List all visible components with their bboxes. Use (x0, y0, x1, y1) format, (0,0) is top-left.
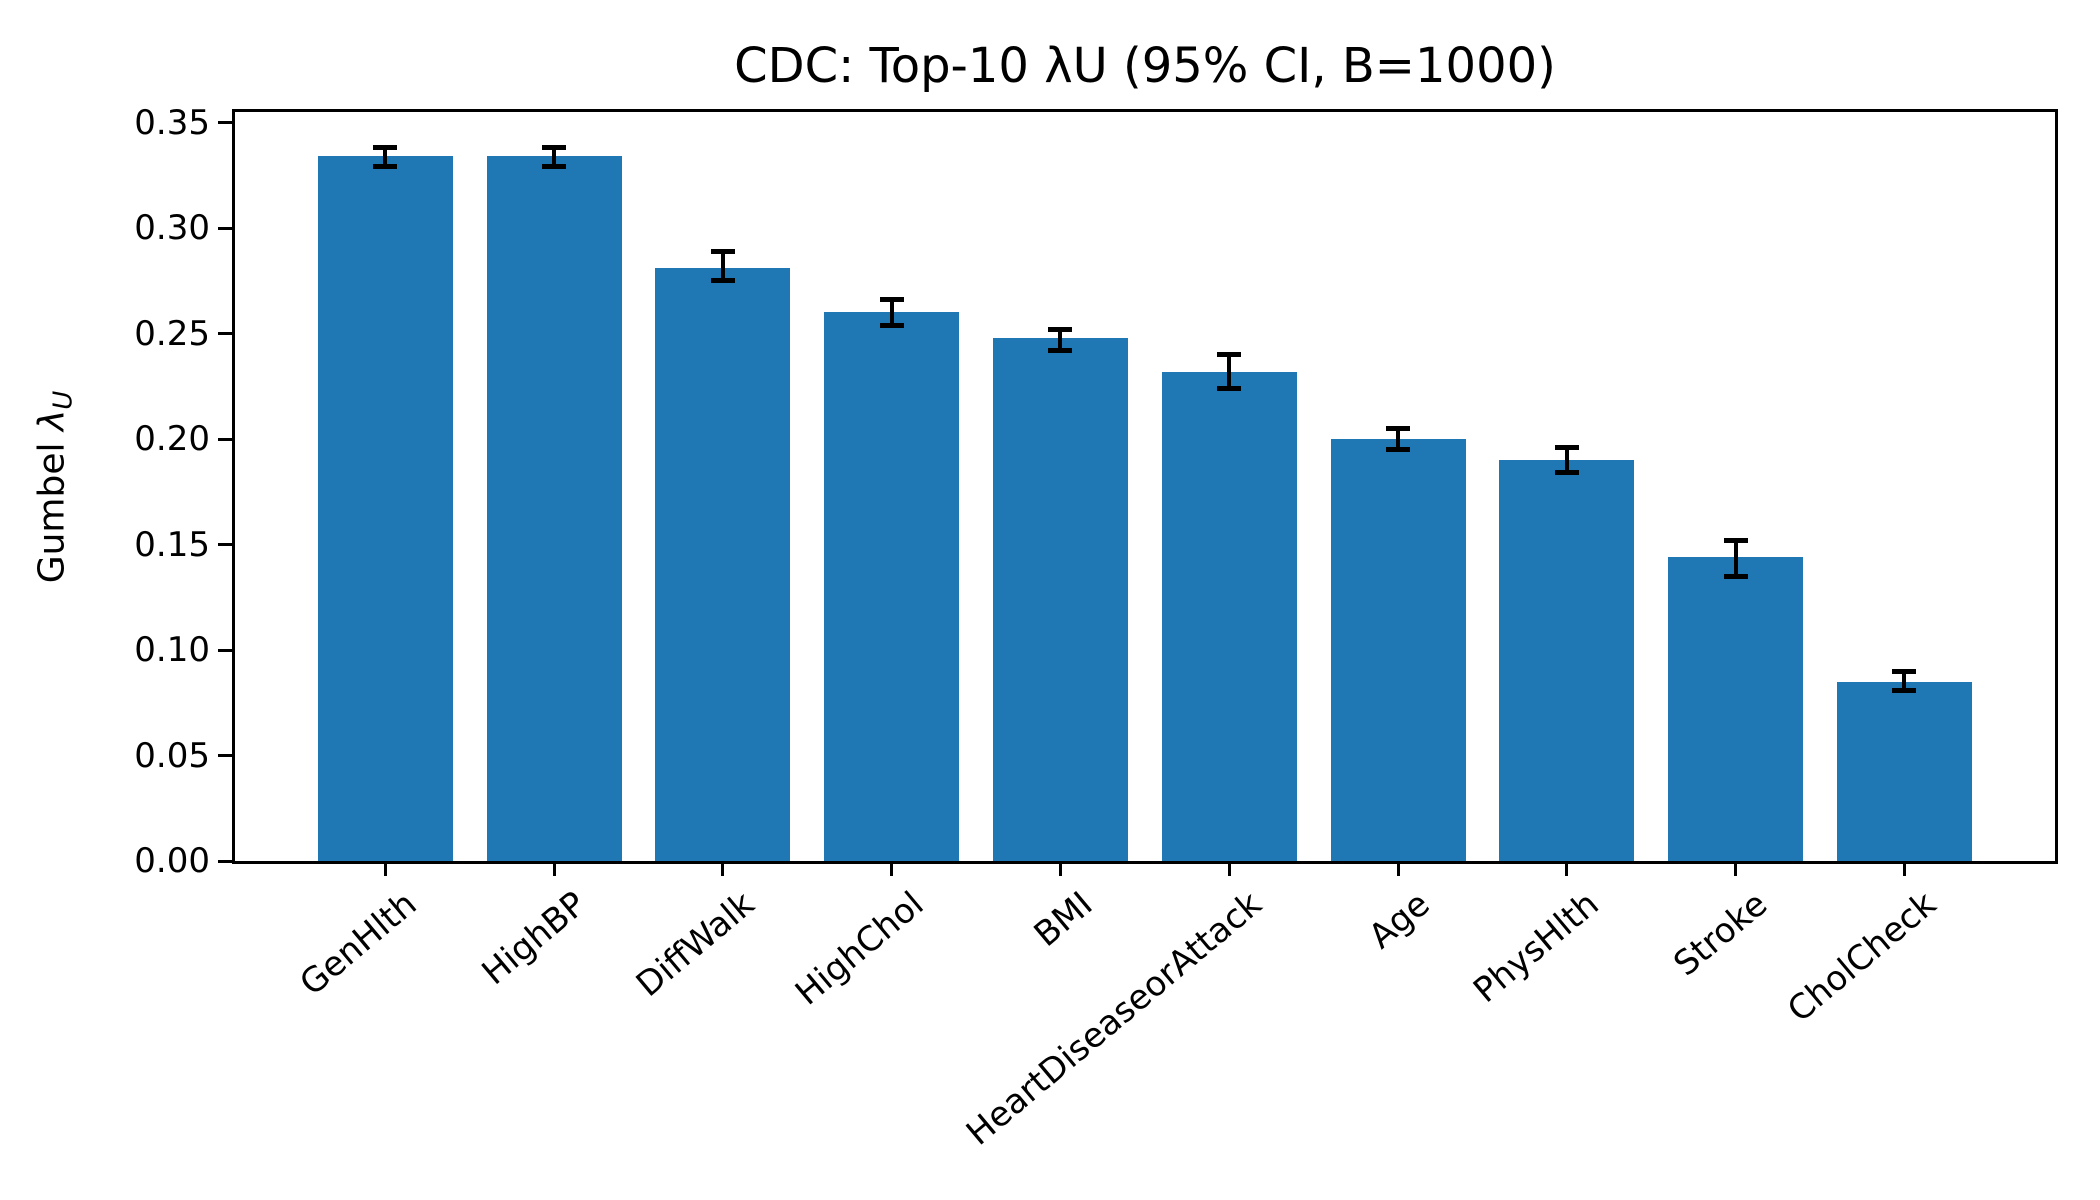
bar-DiffWalk (655, 268, 791, 861)
x-tick-Stroke (1734, 864, 1738, 876)
x-tick-label-HighBP: HighBP (474, 884, 594, 994)
error-bar-Age (1396, 428, 1400, 450)
error-cap-bottom-BMI (1048, 347, 1073, 353)
error-cap-bottom-HighChol (879, 322, 904, 328)
x-tick-DiffWalk (721, 864, 725, 876)
x-tick-HeartDiseaseorAttack (1227, 864, 1231, 876)
error-cap-bottom-CholCheck (1892, 687, 1917, 693)
x-tick-label-HeartDiseaseorAttack: HeartDiseaseorAttack (958, 884, 1269, 1154)
error-cap-bottom-HighBP (542, 164, 566, 170)
bar-CholCheck (1836, 681, 1972, 861)
error-cap-top-DiffWalk (710, 248, 735, 254)
x-tick-label-GenHlth: GenHlth (292, 884, 425, 1004)
error-cap-bottom-GenHlth (373, 164, 398, 170)
error-bar-HighChol (889, 299, 894, 326)
y-tick-label-0.25: 0.25 (134, 313, 210, 354)
bar-Age (1330, 439, 1466, 861)
error-cap-top-GenHlth (373, 145, 398, 151)
error-cap-top-BMI (1048, 326, 1073, 332)
y-tick-label-0.00: 0.00 (134, 841, 210, 881)
bar-HeartDiseaseorAttack (1161, 371, 1297, 861)
x-tick-BMI (1058, 864, 1062, 876)
bar-BMI (992, 337, 1128, 861)
error-cap-bottom-Stroke (1723, 573, 1748, 579)
plot-area (232, 109, 2058, 864)
y-tick-label-0.30: 0.30 (134, 208, 210, 248)
y-tick-label-0.10: 0.10 (134, 630, 210, 670)
y-tick-0.20 (218, 437, 232, 441)
y-tick-0.10 (218, 648, 232, 652)
error-cap-top-HeartDiseaseorAttack (1217, 352, 1242, 358)
x-tick-label-HighChol: HighChol (787, 884, 932, 1014)
error-cap-bottom-Age (1386, 447, 1410, 453)
x-tick-HighChol (890, 864, 894, 876)
y-tick-0.15 (218, 543, 232, 546)
error-bar-GenHlth (383, 147, 388, 167)
y-tick-label-0.05: 0.05 (134, 735, 210, 776)
error-cap-bottom-HeartDiseaseorAttack (1217, 385, 1242, 391)
x-tick-CholCheck (1902, 864, 1906, 876)
x-tick-label-BMI: BMI (1026, 884, 1101, 955)
error-bar-PhysHlth (1564, 447, 1569, 473)
error-cap-top-HighChol (879, 297, 904, 303)
error-bar-DiffWalk (720, 251, 725, 281)
x-tick-label-PhysHlth: PhysHlth (1466, 884, 1607, 1011)
error-bar-CholCheck (1902, 671, 1907, 691)
x-tick-PhysHlth (1565, 864, 1569, 876)
x-tick-Age (1396, 864, 1400, 876)
error-cap-bottom-DiffWalk (710, 278, 735, 284)
y-tick-0.00 (218, 859, 232, 863)
x-tick-label-Stroke: Stroke (1666, 884, 1776, 985)
error-cap-top-Age (1386, 426, 1410, 431)
y-tick-0.35 (218, 121, 232, 124)
bar-HighChol (824, 312, 960, 861)
error-cap-top-CholCheck (1892, 668, 1917, 674)
y-tick-0.05 (218, 754, 232, 757)
chart-title: CDC: Top-10 λU (95% CI, B=1000) (734, 38, 1556, 94)
bar-PhysHlth (1499, 460, 1635, 861)
x-tick-GenHlth (383, 864, 387, 876)
error-cap-bottom-PhysHlth (1554, 470, 1579, 476)
x-tick-HighBP (552, 864, 556, 876)
error-bar-BMI (1058, 329, 1063, 351)
y-tick-label-0.20: 0.20 (134, 419, 210, 459)
error-cap-top-PhysHlth (1554, 445, 1579, 450)
x-tick-label-DiffWalk: DiffWalk (629, 884, 763, 1005)
bar-GenHlth (317, 156, 453, 861)
bar-Stroke (1668, 557, 1804, 861)
y-tick-0.30 (218, 226, 232, 230)
error-bar-Stroke (1733, 540, 1738, 577)
y-tick-0.25 (218, 332, 232, 335)
y-tick-label-0.15: 0.15 (134, 524, 210, 565)
error-cap-top-HighBP (542, 145, 566, 151)
error-bar-HeartDiseaseorAttack (1227, 354, 1232, 389)
bar-HighBP (486, 156, 622, 861)
y-axis-label-subscript: U (48, 390, 79, 410)
x-tick-label-CholCheck: CholCheck (1780, 884, 1945, 1031)
x-tick-label-Age: Age (1361, 884, 1438, 957)
error-cap-top-Stroke (1723, 537, 1748, 543)
y-tick-label-0.35: 0.35 (134, 102, 210, 143)
error-bar-HighBP (552, 147, 556, 167)
